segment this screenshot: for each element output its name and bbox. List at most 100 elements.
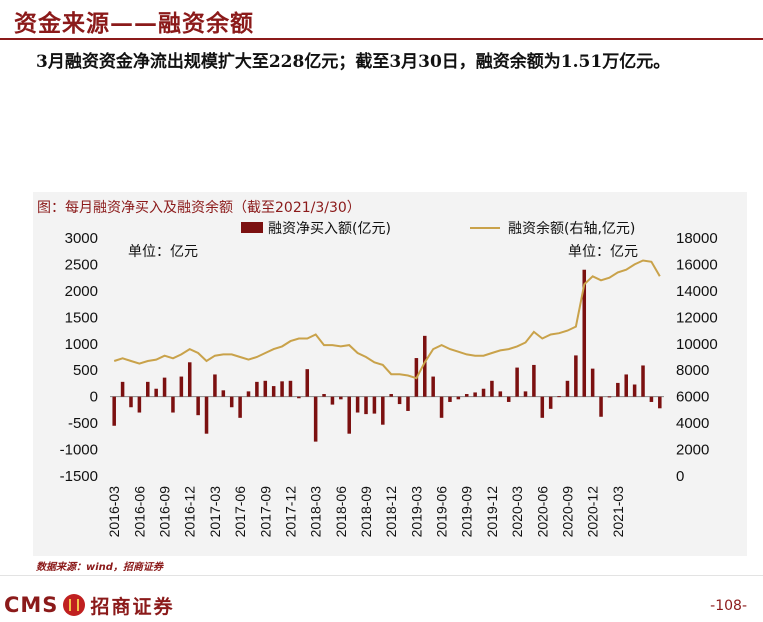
bar-net-buy (624, 374, 628, 397)
y-right-tick-label: 4000 (676, 415, 709, 432)
bar-net-buy (255, 381, 259, 397)
left-unit-label: 单位：亿元 (128, 244, 198, 260)
bar-net-buy (129, 396, 133, 408)
x-tick-label: 2017-09 (257, 486, 273, 538)
brand-chinese: 招商证券 (90, 595, 175, 618)
y-right-tick-label: 18000 (676, 230, 718, 247)
bar-net-buy (221, 390, 226, 397)
y-left-tick-label: 500 (73, 362, 98, 379)
x-tick-label: 2018-06 (333, 486, 349, 538)
y-right-tick-label: 14000 (676, 283, 718, 300)
x-tick-label: 2020-06 (534, 486, 550, 538)
bar-net-buy (490, 380, 494, 397)
y-left-tick-label: -1000 (60, 442, 98, 459)
legend-bar-swatch (241, 222, 263, 233)
bar-net-buy (590, 368, 595, 397)
x-tick-label: 2018-09 (358, 486, 374, 538)
x-tick-label: 2020-12 (585, 486, 601, 538)
bar-net-buy (347, 396, 351, 434)
brand-latin: CMS (4, 593, 59, 617)
title-divider (0, 38, 763, 40)
bar-net-buy (196, 396, 200, 416)
bar-net-buy (406, 396, 410, 411)
bar-net-buy (154, 388, 158, 397)
bar-net-buy (607, 396, 612, 398)
bar-net-buy (506, 396, 511, 402)
x-tick-label: 2021-03 (610, 486, 626, 538)
bar-net-buy (397, 396, 402, 405)
footer-divider (0, 575, 763, 576)
bar-net-buy (364, 396, 368, 415)
bar-net-buy (599, 396, 603, 417)
bar-net-buy (389, 394, 393, 397)
y-left-tick-label: -1500 (60, 468, 98, 485)
bar-net-buy (146, 381, 150, 397)
y-right-tick-label: 6000 (676, 389, 709, 406)
bar-net-buy (448, 396, 452, 402)
y-right-tick-label: 8000 (676, 362, 709, 379)
y-right-tick-label: 16000 (676, 256, 718, 273)
y-right-tick-label: 2000 (676, 442, 709, 459)
bar-net-buy (641, 365, 645, 397)
x-tick-label: 2019-03 (408, 486, 424, 538)
y-right-tick-label: 10000 (676, 336, 718, 353)
bar-net-buy (162, 377, 167, 397)
bar-net-buy (280, 381, 284, 397)
bar-net-buy (423, 335, 427, 397)
y-left-tick-label: 1500 (65, 309, 98, 326)
bar-net-buy (481, 388, 486, 397)
y-left-tick-label: 2000 (65, 283, 98, 300)
bar-net-buy (322, 394, 326, 397)
y-left-tick-label: 1000 (65, 336, 98, 353)
bar-net-buy (523, 391, 528, 397)
x-tick-label: 2016-09 (157, 486, 173, 538)
bar-net-buy (565, 380, 570, 397)
data-source: 数据来源：wind，招商证券 (36, 562, 163, 573)
bar-net-buy (649, 396, 654, 402)
bar-net-buy (171, 396, 175, 413)
bar-net-buy (213, 374, 217, 397)
bar-net-buy (112, 396, 116, 426)
brand-logo: CMS 招商证券 (4, 592, 174, 618)
bar-net-buy (532, 364, 536, 397)
bar-net-buy (498, 391, 503, 397)
y-right-tick-label: 12000 (676, 309, 718, 326)
bar-net-buy (431, 376, 435, 397)
x-tick-label: 2017-06 (232, 486, 248, 538)
bar-net-buy (179, 376, 184, 397)
y-right-tick-label: 0 (676, 468, 684, 485)
y-left-tick-label: 3000 (65, 230, 98, 247)
x-tick-label: 2020-09 (559, 486, 575, 538)
bar-net-buy (187, 362, 192, 397)
bar-net-buy (658, 396, 662, 409)
bar-net-buy (381, 396, 385, 425)
x-tick-label: 2018-03 (308, 486, 324, 538)
bar-net-buy (263, 380, 268, 397)
x-tick-label: 2019-06 (434, 486, 450, 538)
x-tick-label: 2020-03 (509, 486, 525, 538)
bar-net-buy (271, 386, 276, 397)
x-tick-label: 2016-12 (182, 486, 198, 538)
bar-net-buy (582, 269, 587, 397)
bar-net-buy (515, 367, 519, 397)
x-tick-label: 2016-06 (131, 486, 147, 538)
bar-net-buy (204, 396, 209, 434)
bar-net-buy (548, 396, 553, 409)
bar-net-buy (574, 355, 578, 397)
bar-net-buy (137, 396, 142, 413)
x-tick-label: 2019-12 (484, 486, 500, 538)
bar-net-buy (372, 396, 377, 414)
y-left-tick-label: 0 (90, 389, 98, 406)
bar-net-buy (305, 369, 310, 397)
legend-bar-label: 融资净买入额(亿元) (268, 221, 391, 237)
x-tick-label: 2016-03 (106, 486, 122, 538)
bar-net-buy (120, 381, 125, 397)
x-tick-label: 2017-12 (282, 486, 298, 538)
bar-net-buy (632, 384, 637, 397)
bar-net-buy (557, 396, 561, 398)
summary-text: 3月融资资金净流出规模扩大至228亿元；截至3月30日，融资余额为1.51万亿元… (36, 52, 671, 72)
bar-net-buy (439, 396, 444, 418)
brand-mark-icon (63, 594, 86, 616)
bar-net-buy (246, 391, 251, 397)
bar-net-buy (330, 396, 335, 405)
